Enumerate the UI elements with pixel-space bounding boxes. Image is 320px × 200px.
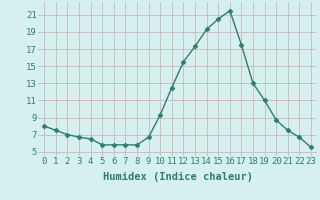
X-axis label: Humidex (Indice chaleur): Humidex (Indice chaleur) — [103, 172, 252, 182]
